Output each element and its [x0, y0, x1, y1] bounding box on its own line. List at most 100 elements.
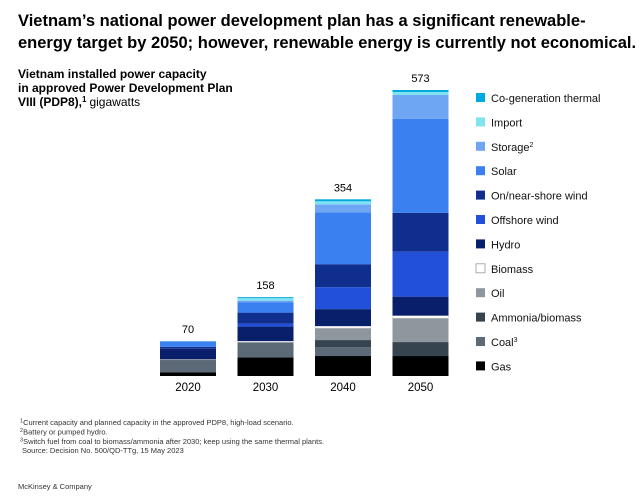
bar-segment [315, 204, 371, 213]
legend-swatch [476, 215, 485, 224]
footnote-text: Current capacity and planned capacity in… [23, 418, 294, 427]
headline: energy target by 2050; however, renewabl… [18, 34, 636, 52]
bar-segment [315, 356, 371, 376]
legend-label: Hydro [491, 239, 520, 251]
legend-label: Storage [491, 142, 530, 154]
x-tick-label: 2020 [175, 382, 201, 394]
footnote-mark: 3 [20, 438, 23, 444]
legend-swatch [476, 337, 485, 346]
x-tick-label: 2050 [408, 382, 434, 394]
footnote-text: Switch fuel from coal to biomass/ammonia… [23, 437, 324, 446]
x-tick-label: 2030 [253, 382, 279, 394]
bar-segment [315, 201, 371, 205]
legend-label: Ammonia/biomass [491, 313, 582, 325]
legend-label: Solar [491, 166, 517, 178]
legend-swatch [476, 312, 485, 322]
bar-segment [160, 341, 216, 347]
footnote: 3Switch fuel from coal to biomass/ammoni… [20, 437, 324, 446]
bar-segment [315, 340, 371, 348]
footnote-ref: 2 [530, 142, 534, 149]
bar-segment [237, 342, 294, 358]
legend-label: Coal3 [491, 337, 518, 349]
x-tick-label: 2040 [330, 382, 356, 394]
bar-segment [160, 360, 216, 373]
footnote-mark: 2 [20, 428, 23, 434]
legend-swatch [476, 117, 485, 127]
bar-segment [237, 300, 294, 303]
bar-segment [392, 118, 449, 213]
bar-segment [392, 296, 449, 316]
legend-swatch [476, 141, 485, 151]
bar-segment [392, 90, 449, 92]
unit: gigawatts [89, 95, 140, 109]
legend-swatch [476, 361, 485, 371]
bar-segment [315, 287, 371, 310]
footnote: 2Battery or pumped hydro. [20, 428, 108, 437]
footnote: 1Current capacity and planned capacity i… [20, 418, 294, 427]
legend-swatch [476, 190, 485, 200]
bar-segment [160, 346, 216, 349]
legend-swatch [476, 93, 485, 102]
chart-title: in approved Power Development Plan [18, 81, 233, 95]
footnote-ref: 1 [82, 95, 87, 104]
legend-label: Ammonia/biomass [491, 313, 582, 325]
chart-title: VIII (PDP8), [18, 95, 82, 109]
legend-label: Co-generation thermal [491, 93, 600, 105]
bar-segment [160, 348, 216, 360]
bar-segment [237, 357, 294, 376]
legend-label: Solar [491, 166, 517, 178]
source: Source: Decision No. 500/QD-TTg, 15 May … [22, 446, 184, 455]
legend-label: Import [491, 117, 522, 129]
footnote-mark: 1 [20, 419, 23, 425]
legend-label: Offshore wind [491, 215, 559, 227]
chart-title: VIII (PDP8),1 gigawatts [18, 95, 140, 109]
legend-swatch [476, 166, 485, 176]
bar-segment [315, 347, 371, 357]
legend-label: On/near-shore wind [491, 191, 588, 203]
legend-swatch [475, 263, 486, 274]
bar-segment [237, 340, 294, 343]
legend-swatch [476, 239, 485, 249]
legend-label: Gas [491, 361, 512, 373]
bar-segment [160, 372, 216, 376]
bar-segment [237, 312, 294, 324]
bar-segment [314, 325, 372, 329]
legend-label: Hydro [491, 239, 520, 251]
bar-segment [392, 91, 449, 95]
total-label: 573 [411, 73, 429, 85]
legend-label: Oil [491, 288, 504, 300]
bar-segment [237, 298, 294, 301]
bar-segment [392, 94, 449, 119]
footnote-ref: 3 [514, 337, 518, 344]
bar-segment [315, 309, 371, 327]
bar-segment [392, 318, 449, 343]
footnote-text: Battery or pumped hydro. [23, 428, 108, 437]
bar-segment [315, 199, 371, 202]
bar-segment [315, 212, 371, 265]
legend-label: Coal [491, 337, 514, 349]
legend-label: Offshore wind [491, 215, 559, 227]
bar-segment [315, 264, 371, 288]
legend-label: Import [491, 117, 522, 129]
legend-label: Storage2 [491, 142, 534, 154]
bar-segment [237, 326, 294, 342]
bar-segment [392, 212, 449, 252]
chart-title: Vietnam installed power capacity [18, 67, 207, 81]
total-label: 354 [334, 182, 352, 194]
legend-label: Co-generation thermal [491, 93, 600, 105]
legend-label: Biomass [491, 264, 534, 276]
legend-label: On/near-shore wind [491, 191, 588, 203]
headline: Vietnam’s national power development pla… [18, 12, 586, 30]
legend-label: Gas [491, 361, 512, 373]
total-label: 70 [182, 324, 194, 336]
legend-swatch [476, 288, 485, 298]
bar-segment [392, 356, 449, 376]
bar-segment [315, 328, 371, 341]
legend-label: Biomass [491, 264, 534, 276]
bar-segment [392, 342, 449, 357]
brand: McKinsey & Company [18, 482, 92, 491]
bar-segment [392, 251, 449, 297]
bar-segment [237, 323, 294, 327]
bar-segment [237, 297, 294, 299]
